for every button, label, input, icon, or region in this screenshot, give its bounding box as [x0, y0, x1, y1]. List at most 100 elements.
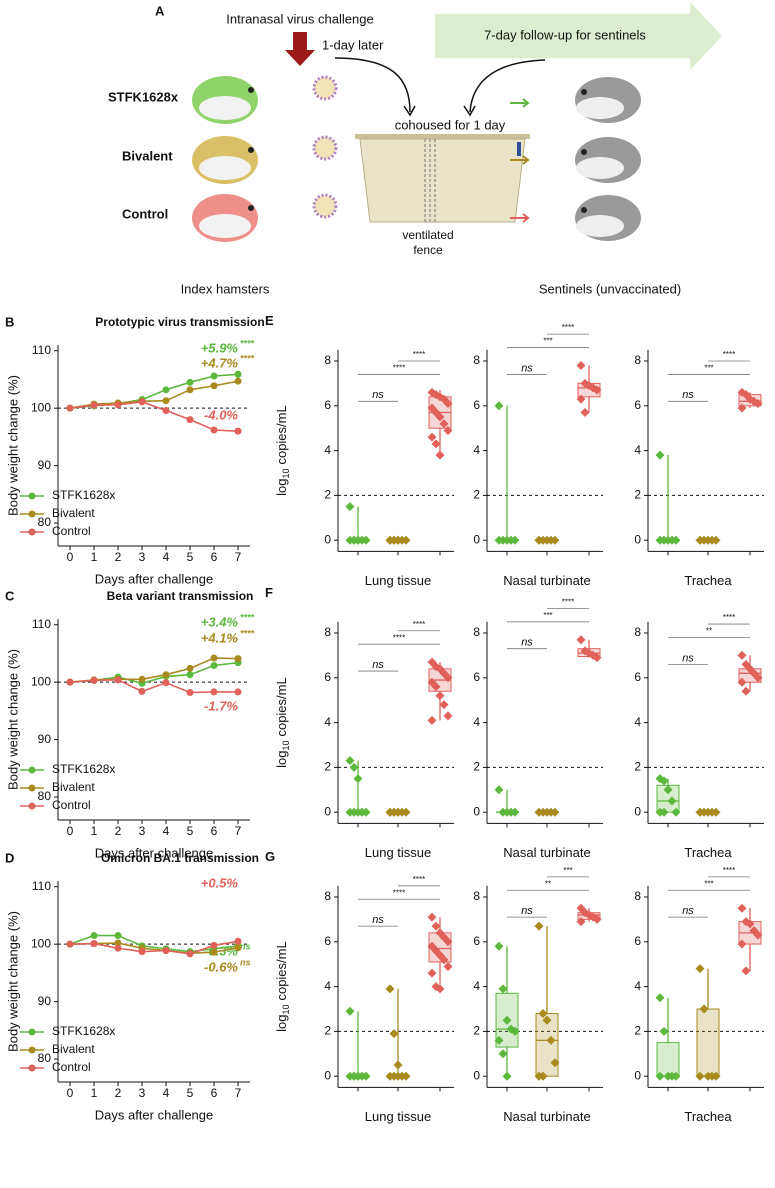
data-point [576, 635, 586, 645]
significance-label: ns [521, 637, 533, 649]
y-tick-label: 8 [634, 353, 641, 367]
x-tick-label: 7 [235, 550, 242, 564]
annotation: +0.5% [201, 875, 239, 890]
data-point [550, 807, 560, 817]
significance-label: *** [563, 866, 572, 875]
x-axis-label: Lung tissue [365, 573, 432, 588]
significance-label: ns [682, 905, 694, 917]
significance-label: **** [393, 633, 405, 642]
data-point [234, 377, 242, 385]
data-point [443, 711, 453, 721]
data-point [114, 944, 122, 952]
sentinel-text: Sentinels (unvaccinated) [539, 281, 681, 296]
y-tick-label: 8 [473, 353, 480, 367]
y-tick-label: 0 [324, 1068, 331, 1082]
y-tick-label: 2 [473, 1024, 480, 1038]
y-tick-label: 0 [473, 1068, 480, 1082]
y-tick-label: 0 [473, 804, 480, 818]
series-line [69, 679, 238, 694]
arrow [510, 155, 530, 165]
significance-label: **** [413, 875, 425, 884]
virus [312, 193, 338, 219]
x-tick-label: 7 [235, 824, 242, 838]
legend-label: Control [52, 798, 91, 812]
data-point [210, 688, 218, 696]
y-tick-label: 4 [634, 979, 641, 993]
data-point [162, 406, 170, 414]
data-point [114, 401, 122, 409]
data-point [186, 664, 194, 672]
significance-label: *** [543, 337, 552, 346]
data-point [695, 1071, 705, 1081]
data-point [138, 948, 146, 956]
y-tick-label: 6 [634, 398, 641, 412]
data-point [393, 807, 403, 817]
x-axis-label: Days after challenge [95, 571, 214, 586]
group-label: Bivalent [122, 148, 173, 163]
y-tick-label: 0 [634, 804, 641, 818]
data-point [510, 807, 520, 817]
data-point [401, 807, 411, 817]
y-tick-label: 90 [38, 994, 52, 1008]
group-label: Control [122, 206, 168, 221]
curve-arrow [334, 57, 411, 113]
data-point [534, 921, 544, 931]
y-tick-label: 80 [38, 515, 52, 529]
significance-label: **** [413, 350, 425, 359]
significance-label: ns [521, 362, 533, 374]
data-point [234, 944, 242, 952]
y-axis-label: Body weight change (%) [5, 375, 20, 516]
data-point [538, 1008, 548, 1018]
y-label-sub: 10 [281, 741, 291, 751]
data-point [592, 653, 602, 663]
data-point [671, 807, 681, 817]
y-tick-label: 100 [31, 674, 51, 688]
significance: **** [240, 628, 255, 638]
y-tick-label: 4 [473, 715, 480, 729]
hamster-eye [248, 205, 254, 211]
data-point [443, 937, 453, 947]
data-point [234, 937, 242, 945]
hamster-belly [199, 214, 251, 238]
data-point [745, 919, 755, 929]
x-tick-label: 0 [67, 1086, 74, 1100]
data-point [538, 1071, 548, 1081]
data-point [234, 655, 242, 663]
y-tick-label: 100 [31, 400, 51, 414]
legend-marker [28, 766, 36, 774]
data-point [66, 404, 74, 412]
data-point [494, 1035, 504, 1045]
y-tick-label: 2 [634, 488, 641, 502]
data-point [546, 1035, 556, 1045]
hamster-eye [581, 89, 587, 95]
series-line [69, 934, 239, 953]
data-point [534, 535, 544, 545]
hamster-belly [576, 157, 624, 179]
annotation: -1.7% [204, 698, 238, 713]
data-point [494, 401, 504, 411]
data-point [210, 662, 218, 670]
legend-label: STFK1628x [52, 762, 115, 776]
data-point [162, 946, 170, 954]
panel-label: G [265, 849, 275, 864]
significance-label: ns [372, 389, 384, 401]
data-point [510, 535, 520, 545]
data-point [234, 370, 242, 378]
data-point [439, 419, 449, 429]
y-tick-label: 6 [324, 934, 331, 948]
legend-label: Control [52, 524, 91, 538]
y-axis-label: log10 copies/mL [274, 405, 291, 496]
x-axis-label: Trachea [684, 573, 732, 588]
y-tick-label: 110 [32, 343, 51, 357]
data-point [498, 984, 508, 994]
legend-marker [28, 802, 36, 810]
legend-marker [28, 1028, 36, 1036]
x-axis-label: Days after challenge [95, 845, 214, 860]
data-point [576, 360, 586, 370]
data-point [90, 940, 98, 948]
data-point [737, 677, 747, 687]
data-point [66, 940, 74, 948]
data-point [186, 950, 194, 958]
